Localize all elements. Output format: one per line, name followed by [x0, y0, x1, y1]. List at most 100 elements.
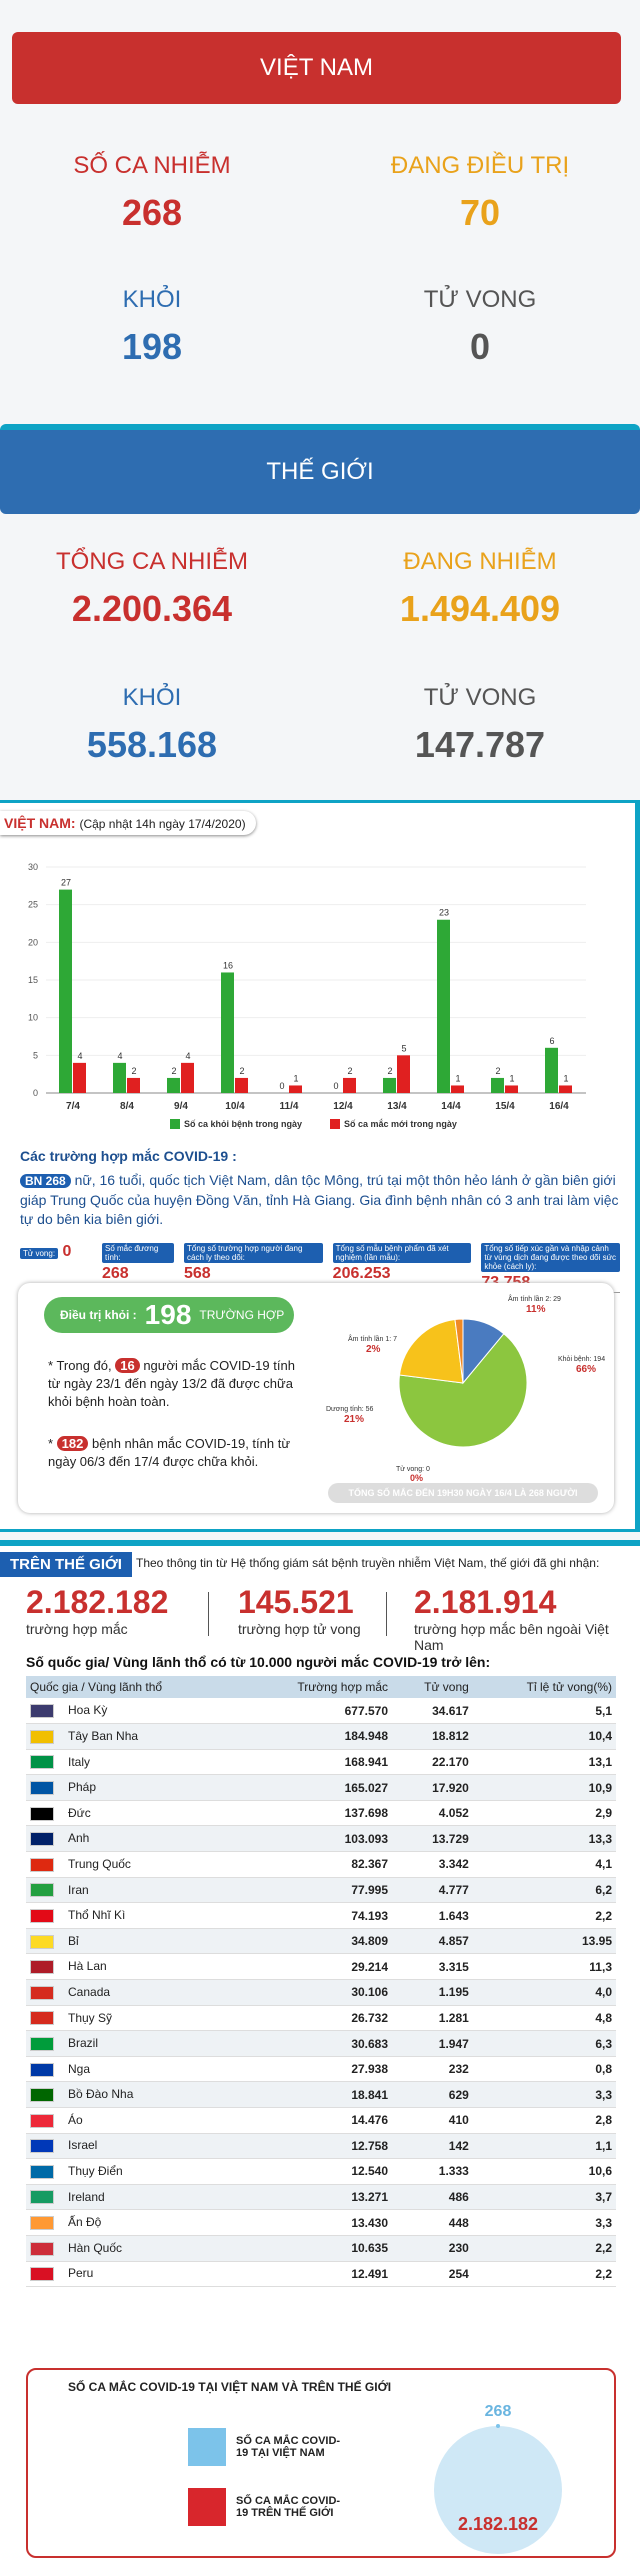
y-tick-label: 0: [33, 1088, 38, 1098]
country-cell: Hà Lan: [26, 1953, 241, 1981]
patient-text: nữ, 16 tuổi, quốc tịch Việt Nam, dân tộc…: [20, 1172, 619, 1227]
flag-icon: [30, 1934, 54, 1949]
deaths-cell: 13.729: [392, 1825, 473, 1853]
deaths-cell: 34.617: [392, 1698, 473, 1725]
flag-icon: [30, 1857, 54, 1872]
mini-stat-value: 568: [184, 1265, 211, 1282]
deaths-cell: 410: [392, 2107, 473, 2134]
y-tick-label: 15: [28, 975, 38, 985]
country-name: Nga: [68, 2061, 91, 2076]
bar: [383, 1077, 396, 1093]
table-row: Áo 14.476 410 2,8: [26, 2107, 616, 2134]
country-cell: Trung Quốc: [26, 1851, 241, 1878]
country-table-title: Số quốc gia/ Vùng lãnh thổ có từ 10.000 …: [26, 1654, 491, 1670]
table-row: Iran 77.995 4.777 6,2: [26, 1877, 616, 1904]
cases-section-title: Các trường hợp mắc COVID-19 :: [20, 1148, 237, 1164]
deaths-cell: 4.777: [392, 1877, 473, 1904]
country-cell: Israel: [26, 2133, 241, 2160]
mini-stat-value: 0: [62, 1243, 72, 1260]
recovery-box: Điều trị khỏi : 198 TRƯỜNG HỢP * Trong đ…: [18, 1283, 614, 1513]
legend-swatch-vietnam: [188, 2428, 226, 2466]
flag-icon: [30, 1755, 54, 1770]
country-name: Canada: [68, 1984, 111, 1999]
country-name: Israel: [68, 2138, 98, 2153]
data-label: 4: [185, 1051, 190, 1061]
rate-cell: 13,3: [472, 1825, 616, 1853]
country-name: Hoa Kỳ: [68, 1703, 108, 1718]
country-cell: Bỉ: [26, 1928, 241, 1955]
header-rate: Tỉ lệ tử vong(%): [472, 1676, 616, 1698]
rate-cell: 3,3: [472, 2209, 616, 2236]
vietnam-banner: VIỆT NAM: [12, 32, 621, 104]
global-outside-label: trường hợp mắc bên ngoài Việt Nam: [414, 1621, 609, 1653]
country-name: Brazil: [68, 2036, 99, 2051]
bullet-2-text: bệnh nhân mắc COVID-19, tính từ ngày 06/…: [48, 1436, 291, 1469]
comparison-title: SỐ CA MẮC COVID-19 TẠI VIỆT NAM VÀ TRÊN …: [68, 2380, 392, 2394]
cases-cell: 82.367: [240, 1851, 393, 1878]
data-label: 2: [347, 1066, 352, 1076]
x-tick-label: 12/4: [333, 1101, 353, 1112]
legend-swatch-world: [188, 2488, 226, 2526]
mini-stat-label: Tử vong:: [20, 1248, 59, 1259]
flag-icon: [30, 1780, 54, 1795]
global-outside-value: 2.181.914: [414, 1584, 557, 1620]
cases-cell: 12.758: [240, 2133, 393, 2160]
vn-cases-label: SỐ CA NHIỄM: [73, 152, 231, 179]
cases-cell: 137.698: [240, 1800, 393, 1827]
header-deaths: Tử vong: [392, 1676, 473, 1698]
country-name: Iran: [68, 1882, 89, 1897]
table-row: Đức 137.698 4.052 2,9: [26, 1800, 616, 1827]
cases-cell: 18.841: [240, 2081, 393, 2108]
global-cases: 2.182.182 trường hợp mắc: [26, 1584, 168, 1637]
data-label: 1: [293, 1073, 298, 1083]
legend-label: Số ca khỏi bệnh trong ngày: [184, 1119, 302, 1129]
table-row: Ireland 13.271 486 3,7: [26, 2184, 616, 2211]
rate-cell: 0,8: [472, 2056, 616, 2083]
flag-icon: [30, 2036, 54, 2051]
flag-icon: [30, 2011, 54, 2026]
deaths-cell: 1.643: [392, 1902, 473, 1929]
vn-deaths-label: TỬ VONG: [423, 286, 537, 313]
data-label: 2: [131, 1066, 136, 1076]
world-cases-label: TỔNG CA NHIỄM: [55, 548, 248, 575]
mini-stat-label: Tổng số mẫu bệnh phẩm đã xét nghiệm (lần…: [332, 1243, 472, 1263]
data-label: 4: [77, 1051, 82, 1061]
deaths-cell: 1.333: [392, 2158, 473, 2185]
country-cell: Peru: [26, 2261, 241, 2288]
country-cell: Tây Ban Nha: [26, 1723, 241, 1750]
table-row: Bỉ 34.809 4.857 13.95: [26, 1928, 616, 1955]
legend-label: Số ca mắc mới trong ngày: [344, 1118, 457, 1129]
deaths-cell: 4.857: [392, 1928, 473, 1955]
comparison-box: SỐ CA MẮC COVID-19 TẠI VIỆT NAM VÀ TRÊN …: [26, 2368, 616, 2558]
bar: [59, 889, 72, 1093]
cases-cell: 12.491: [240, 2261, 393, 2288]
rate-cell: 13,1: [472, 1749, 616, 1776]
pie-label: Dương tính: 56: [326, 1406, 374, 1413]
vn-treating-value: 70: [459, 192, 501, 233]
cases-cell: 13.430: [240, 2209, 393, 2236]
world-section-tag: TRÊN THẾ GIỚI: [0, 1552, 132, 1577]
mini-stat-label: Tổng số trường hợp người đang cách ly th…: [184, 1243, 323, 1263]
country-name: Hà Lan: [68, 1959, 107, 1974]
data-label: 2: [387, 1066, 392, 1076]
rate-cell: 10,4: [472, 1723, 616, 1750]
pie-percent: 66%: [576, 1364, 596, 1375]
data-label: 2: [495, 1066, 500, 1076]
cases-cell: 103.093: [240, 1825, 393, 1853]
world-value: 2.182.182: [458, 2514, 538, 2534]
country-cell: Bồ Đào Nha: [26, 2081, 241, 2108]
bullet-1-pre: Trong đó,: [56, 1358, 112, 1373]
rate-cell: 1,1: [472, 2133, 616, 2160]
cases-cell: 184.948: [240, 1723, 393, 1750]
country-name: Anh: [68, 1831, 90, 1846]
bar: [559, 1085, 572, 1093]
flag-icon: [30, 2113, 54, 2128]
cases-cell: 12.540: [240, 2158, 393, 2185]
comparison-bubble: 268 2.182.182: [434, 2403, 562, 2554]
flag-icon: [30, 2267, 54, 2282]
world-cases-stat: TỔNG CA NHIỄM 2.200.364: [2, 548, 302, 630]
bar: [221, 972, 234, 1093]
table-row: Anh 103.093 13.729 13,3: [26, 1825, 616, 1853]
global-deaths-label: trường hợp tử vong: [238, 1621, 361, 1637]
x-tick-label: 7/4: [66, 1101, 80, 1112]
